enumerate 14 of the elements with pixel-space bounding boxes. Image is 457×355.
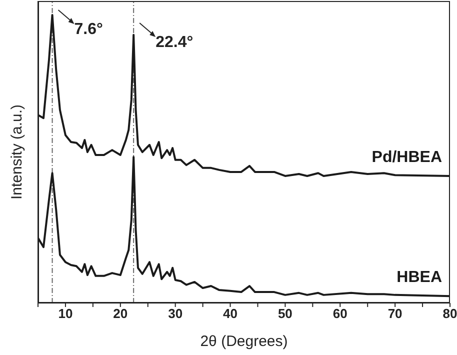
x-tick-label: 50 [278, 306, 292, 322]
series-label: Pd/HBEA [372, 148, 442, 166]
x-tick-label: 80 [442, 306, 457, 322]
x-tick-label: 70 [388, 306, 402, 322]
ref-line-label: 22.4° [156, 34, 194, 51]
x-tick-label: 40 [223, 306, 238, 322]
x-tick-label: 30 [168, 306, 183, 322]
x-axis-title: 2θ (Degrees) [200, 333, 288, 350]
x-tick-label: 60 [332, 306, 348, 322]
x-tick-label: 10 [58, 306, 73, 322]
ref-line-label: 7.6° [74, 21, 103, 38]
series-label: HBEA [396, 269, 442, 286]
x-tick-label: 20 [113, 306, 128, 322]
y-axis-title: Intensity (a.u.) [8, 104, 26, 200]
